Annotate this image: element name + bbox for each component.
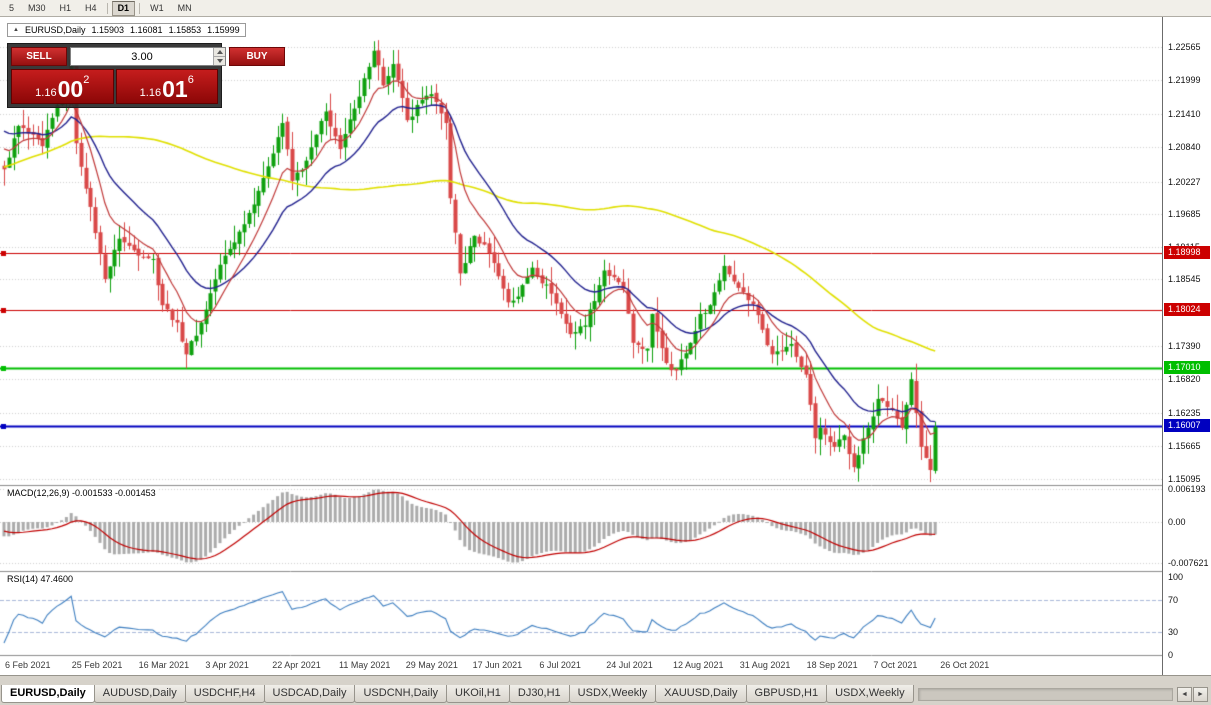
chart-tab-eurusd-daily[interactable]: EURUSD,Daily — [1, 685, 95, 703]
date-axis-label: 25 Feb 2021 — [71, 660, 123, 670]
volume-increase-button[interactable] — [214, 48, 225, 56]
chart-tab-usdx-weekly[interactable]: USDX,Weekly — [568, 685, 657, 703]
timeframe-button-m30[interactable]: M30 — [28, 2, 46, 13]
rsi-axis-label: 70 — [1168, 595, 1179, 606]
timeframe-button-d1[interactable]: D1 — [111, 0, 136, 16]
price-axis-label: 1.20840 — [1168, 141, 1201, 152]
bid-price-main: 00 — [57, 76, 84, 102]
price-axis-label: 1.17390 — [1168, 341, 1201, 352]
symbol-title: EURUSD,Daily — [24, 25, 86, 35]
volume-input[interactable] — [71, 48, 213, 65]
sell-button[interactable]: SELL — [11, 47, 67, 66]
chart-tab-ukoil-h1[interactable]: UKOil,H1 — [446, 685, 510, 703]
bid-price-prefix: 1.16 — [35, 87, 57, 99]
date-axis-label: 12 Aug 2021 — [673, 660, 724, 670]
ohlc-open: 1.15903 — [91, 25, 125, 35]
chart-tab-usdcad-daily[interactable]: USDCAD,Daily — [263, 685, 356, 703]
date-axis-label: 31 Aug 2021 — [739, 660, 791, 670]
rsi-axis-label: 0 — [1168, 650, 1174, 660]
date-axis-label: 3 Apr 2021 — [205, 660, 249, 670]
price-axis-label: 1.16820 — [1168, 374, 1201, 385]
macd-axis-label: 0.00 — [1168, 517, 1186, 527]
date-axis-label: 26 Oct 2021 — [940, 660, 990, 670]
price-axis-label: 1.21410 — [1168, 108, 1201, 119]
rsi-indicator-label: RSI(14) 47.4600 — [5, 574, 76, 584]
chart-tab-xauusd-daily[interactable]: XAUUSD,Daily — [655, 685, 747, 703]
chart-tab-audusd-daily[interactable]: AUDUSD,Daily — [93, 685, 186, 703]
ask-price-pip: 6 — [187, 74, 194, 86]
chart-tab-usdchf-h4[interactable]: USDCHF,H4 — [184, 685, 265, 703]
sell-price-button[interactable]: 1.16 00 2 — [11, 69, 114, 104]
bid-price-pip: 2 — [83, 74, 90, 86]
buy-price-button[interactable]: 1.16 01 6 — [115, 69, 218, 104]
rsi-axis-label: 100 — [1168, 572, 1184, 582]
tab-scroll-track[interactable] — [917, 688, 1173, 701]
chart-tab-usdcnh-daily[interactable]: USDCNH,Daily — [354, 685, 448, 703]
tab-scrollbar: ◄ ► — [913, 684, 1210, 705]
chart-shift-icon: ▲ — [13, 27, 19, 33]
price-level-badge: 1.18998 — [1164, 246, 1210, 260]
ohlc-close: 1.15999 — [207, 25, 240, 35]
macd-axis-label: 0.006193 — [1168, 483, 1206, 494]
price-axis-label: 1.16235 — [1168, 408, 1201, 419]
price-axis-label: 1.22565 — [1168, 42, 1201, 52]
ohlc-high: 1.16081 — [130, 25, 163, 35]
price-chart-canvas[interactable] — [0, 17, 1162, 657]
toolbar-separator — [106, 2, 108, 14]
price-level-badge: 1.18024 — [1164, 302, 1210, 316]
date-axis-label: 11 May 2021 — [339, 660, 391, 670]
arrow-up-icon — [216, 50, 223, 54]
rsi-axis-label: 30 — [1168, 626, 1179, 637]
timeframe-button-5[interactable]: 5 — [9, 2, 15, 13]
volume-decrease-button[interactable] — [214, 56, 225, 65]
price-axis-label: 1.15665 — [1168, 441, 1201, 452]
macd-axis-label: -0.007621 — [1168, 558, 1209, 568]
price-axis-label: 1.20227 — [1168, 177, 1201, 188]
timeframe-button-w1[interactable]: W1 — [150, 2, 164, 13]
ask-price-main: 01 — [162, 76, 188, 102]
price-level-badge: 1.17010 — [1164, 361, 1210, 375]
timeframe-button-h1[interactable]: H1 — [59, 2, 72, 13]
volume-spinner — [213, 48, 225, 65]
arrow-down-icon — [216, 59, 223, 63]
date-axis-label: 29 May 2021 — [405, 660, 458, 670]
chart-tab-usdx-weekly[interactable]: USDX,Weekly — [826, 685, 914, 703]
chart-tab-gbpusd-h1[interactable]: GBPUSD,H1 — [745, 685, 828, 703]
date-axis-label: 18 Sep 2021 — [806, 660, 858, 670]
tab-scroll-right-button[interactable]: ► — [1193, 687, 1208, 702]
price-axis-label: 1.18545 — [1168, 274, 1201, 285]
date-axis-label: 17 Jun 2021 — [472, 660, 523, 670]
window-edge — [0, 675, 1211, 684]
timeframe-button-mn[interactable]: MN — [177, 2, 192, 13]
tab-scroll-left-button[interactable]: ◄ — [1177, 687, 1192, 702]
date-axis-label: 6 Jul 2021 — [539, 660, 581, 670]
macd-indicator-label: MACD(12,26,9) -0.001533 -0.001453 — [5, 488, 158, 498]
chart-tab-bar: EURUSD,Daily AUDUSD,Daily USDCHF,H4 USDCAD,… — [0, 684, 1211, 705]
price-axis-label: 1.15095 — [1168, 474, 1201, 484]
chart-tab-dj30-h1[interactable]: DJ30,H1 — [508, 685, 570, 703]
price-level-badge: 1.16007 — [1164, 419, 1210, 433]
buy-button[interactable]: BUY — [229, 47, 285, 66]
volume-box — [70, 47, 226, 66]
timeframe-button-h4[interactable]: H4 — [85, 2, 97, 13]
date-axis-label: 16 Mar 2021 — [138, 660, 190, 670]
date-axis-label: 7 Oct 2021 — [873, 660, 918, 670]
date-axis-label: 22 Apr 2021 — [272, 660, 321, 670]
ohlc-low: 1.15853 — [168, 25, 202, 35]
price-axis-label: 1.19685 — [1168, 208, 1201, 219]
symbol-info-box: ▲ EURUSD,Daily 1.15903 1.16081 1.15853 1… — [7, 23, 246, 37]
toolbar-separator — [139, 2, 141, 14]
price-axis-label: 1.21999 — [1168, 74, 1201, 85]
price-axis[interactable]: 1.22565 1.21999 1.21410 1.20840 1.20227 1.196… — [1162, 17, 1211, 675]
one-click-trading-panel: SELL BUY 1.16 00 2 1.16 01 6 — [7, 43, 285, 108]
date-axis-label: 6 Feb 2021 — [5, 660, 51, 670]
ask-price-prefix: 1.16 — [139, 87, 162, 99]
date-axis-label: 24 Jul 2021 — [606, 660, 653, 670]
time-axis[interactable]: 6 Feb 2021 25 Feb 2021 16 Mar 2021 3 Apr 20… — [0, 657, 1162, 675]
timeframe-toolbar: 5 M30 H1 H4 D1 W1 MN — [0, 0, 1211, 17]
